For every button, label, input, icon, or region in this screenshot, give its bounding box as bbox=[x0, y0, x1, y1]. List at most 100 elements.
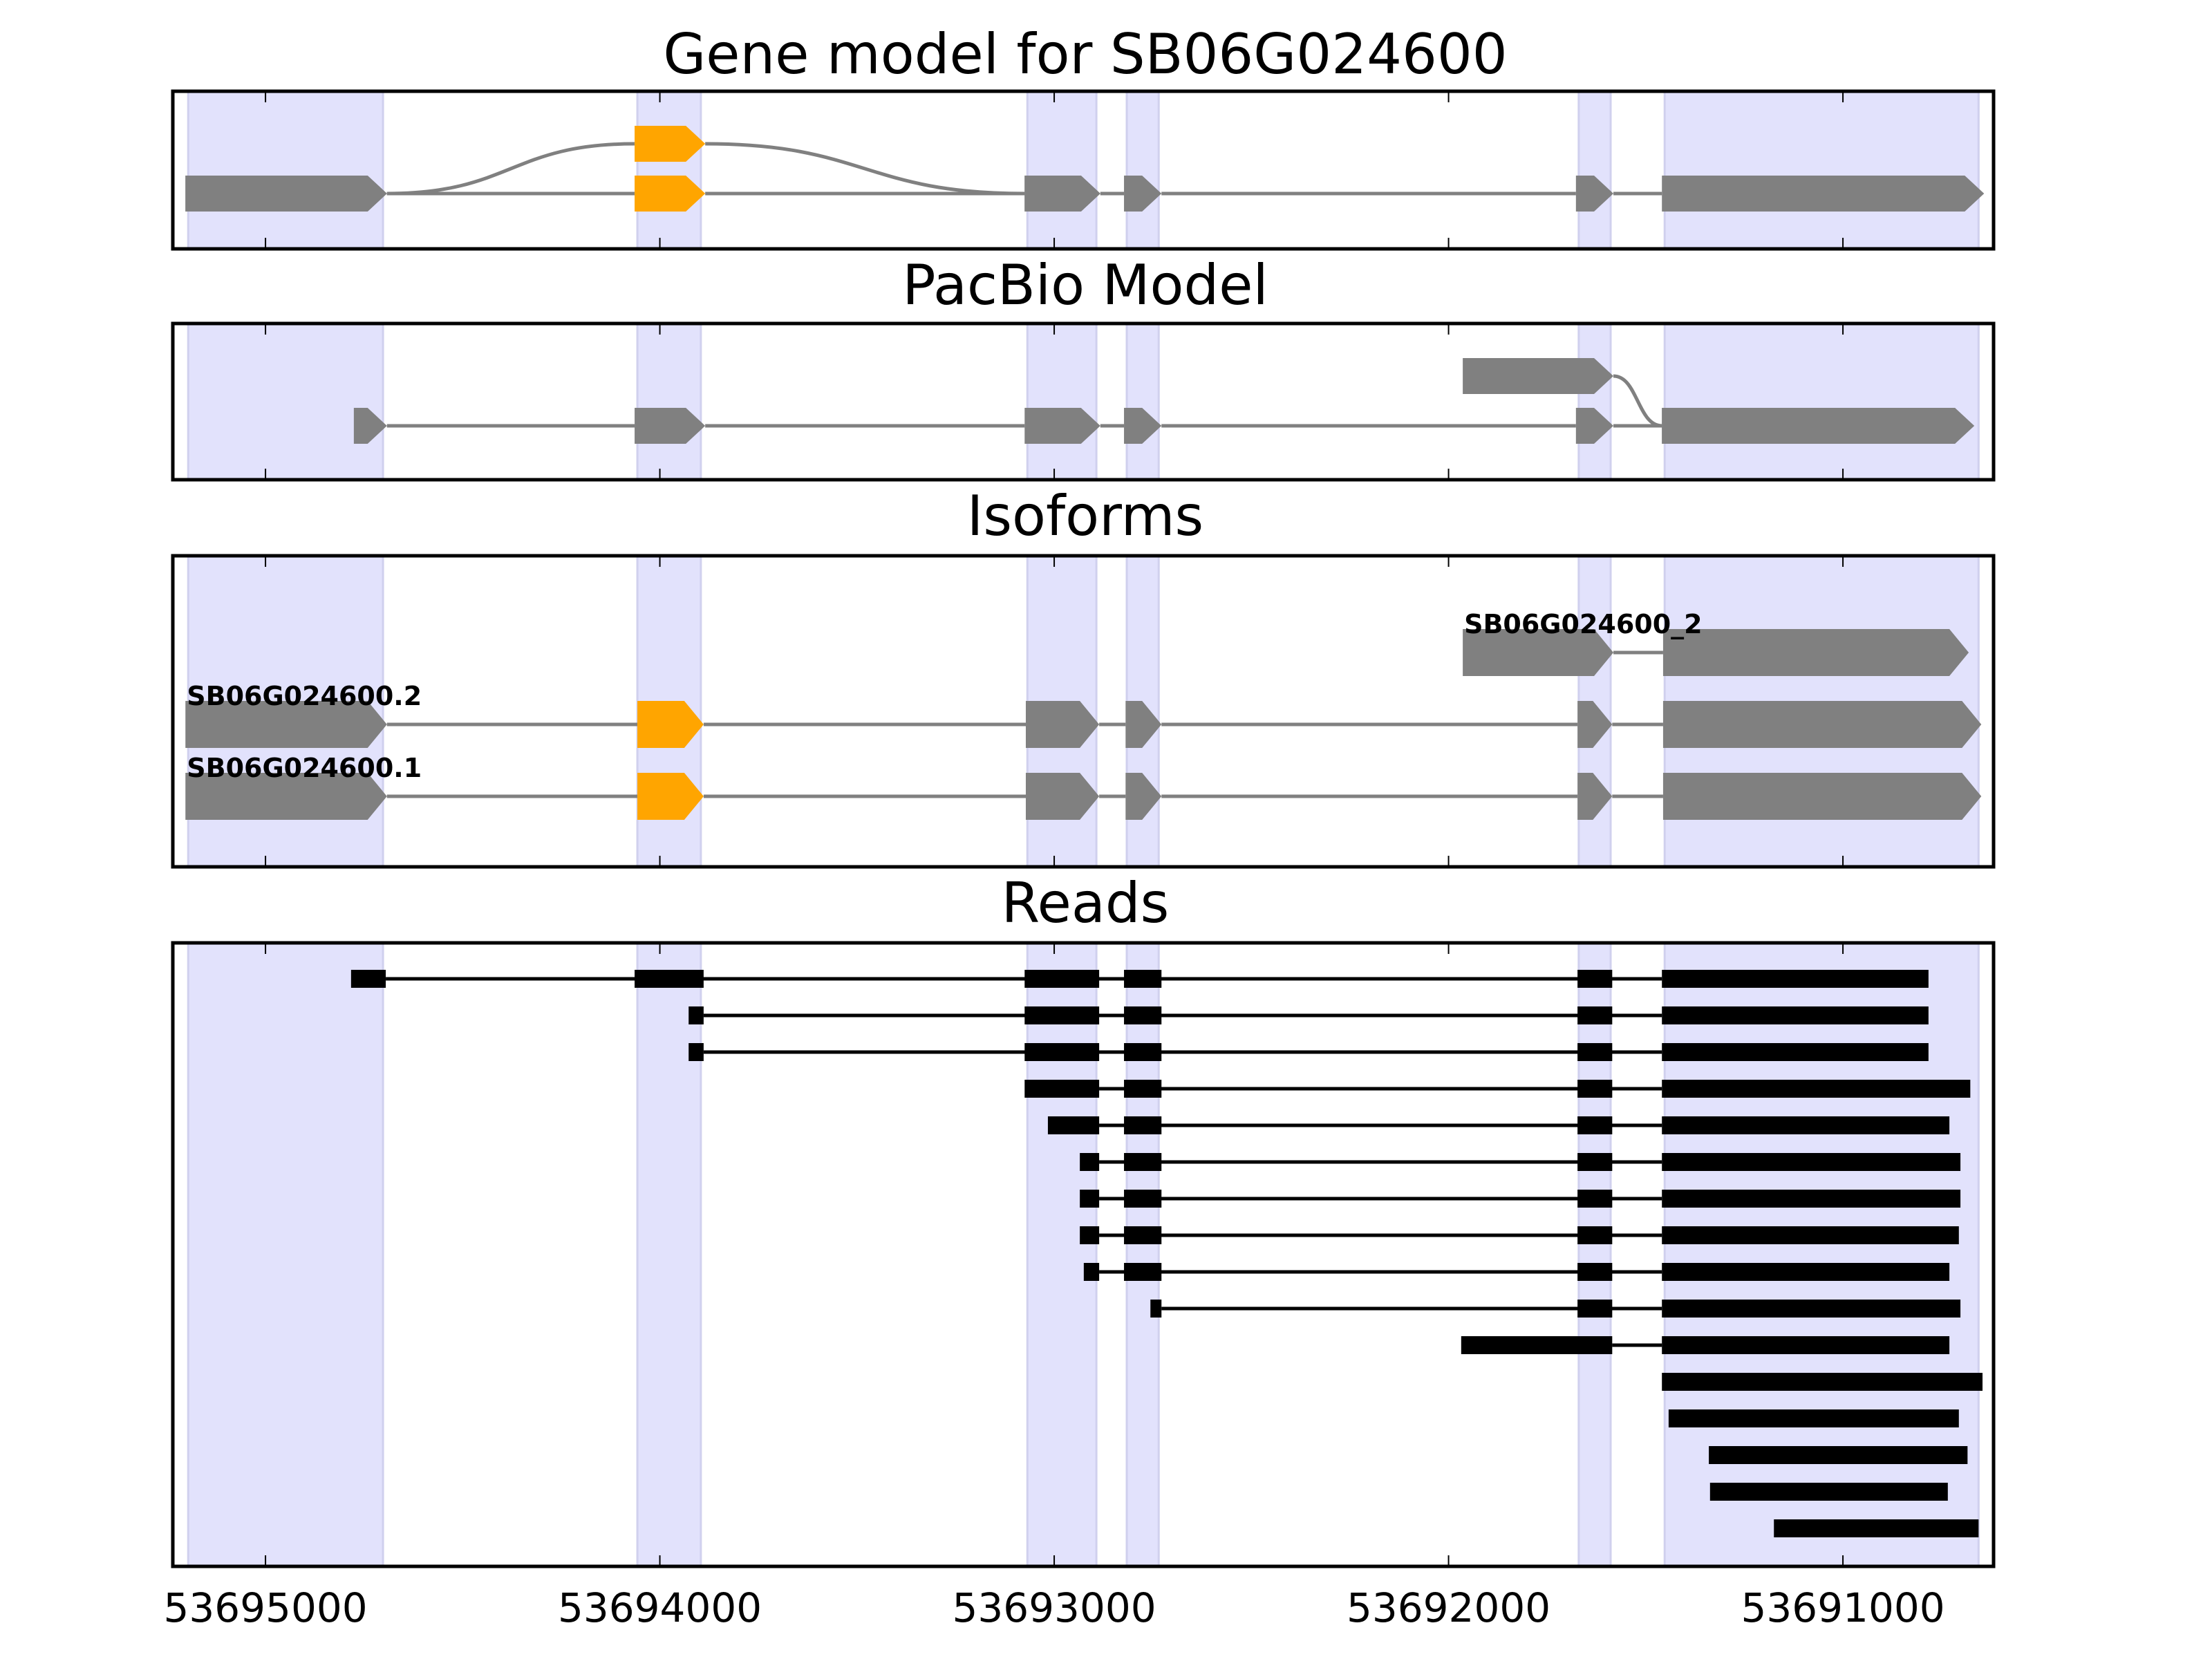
read-block bbox=[1577, 1043, 1613, 1061]
read-block bbox=[1024, 970, 1100, 988]
axes-frame bbox=[171, 554, 1996, 869]
read-block bbox=[1124, 1226, 1162, 1244]
panel-title-isoforms: Isoforms bbox=[967, 484, 1203, 548]
panel-title-reads: Reads bbox=[1002, 871, 1170, 935]
isoform-label: SB06G024600.2 bbox=[187, 681, 422, 711]
panel-0 bbox=[171, 89, 1996, 251]
read-block bbox=[1668, 1409, 1959, 1427]
read bbox=[1709, 1483, 1948, 1501]
read-block bbox=[1662, 1190, 1961, 1208]
read-block bbox=[1662, 1373, 1983, 1391]
axes-frame bbox=[171, 941, 1996, 1568]
read-block bbox=[1662, 1226, 1959, 1244]
read-block bbox=[1024, 1043, 1100, 1061]
exon-highlight-band bbox=[1663, 322, 1980, 481]
axes-frame bbox=[171, 89, 1996, 251]
exon-highlight-band bbox=[1125, 90, 1160, 250]
read-block bbox=[1083, 1263, 1100, 1281]
read-block bbox=[1662, 1043, 1929, 1061]
exon bbox=[185, 701, 387, 748]
intron-curve bbox=[386, 142, 635, 196]
exon bbox=[1463, 358, 1614, 394]
transcript bbox=[185, 126, 1100, 212]
exon bbox=[1463, 629, 1614, 676]
transcript bbox=[185, 773, 1982, 820]
read bbox=[1024, 1080, 1971, 1098]
exon bbox=[1575, 176, 1614, 212]
exon bbox=[1124, 408, 1162, 444]
read-block bbox=[1662, 1263, 1950, 1281]
read-block bbox=[1577, 1006, 1613, 1024]
read-block bbox=[688, 1006, 704, 1024]
exon-highlight-band bbox=[1026, 941, 1098, 1568]
x-tick-label: 53693000 bbox=[952, 1584, 1156, 1631]
panel-1 bbox=[171, 321, 1996, 482]
panel-3 bbox=[171, 941, 1996, 1568]
read-block bbox=[1124, 1263, 1162, 1281]
axes-frame bbox=[171, 321, 1996, 482]
exon bbox=[1125, 701, 1162, 748]
alt-exon bbox=[637, 701, 704, 748]
read-block bbox=[1047, 1116, 1100, 1134]
exon bbox=[185, 176, 387, 212]
read-block bbox=[1577, 1080, 1613, 1098]
read bbox=[1083, 1263, 1950, 1281]
exon bbox=[1125, 773, 1162, 820]
read-block bbox=[1709, 1483, 1948, 1501]
read bbox=[1080, 1153, 1961, 1171]
isoform-labels: SB06G024600_2 SB06G024600.2 SB06G024600.… bbox=[187, 609, 1702, 783]
read-block bbox=[1662, 1116, 1950, 1134]
read-block bbox=[1124, 1116, 1162, 1134]
exon-highlight-band bbox=[1577, 90, 1612, 250]
exon bbox=[1024, 408, 1100, 444]
read-block bbox=[1124, 1153, 1162, 1171]
read bbox=[1080, 1190, 1961, 1208]
read bbox=[1709, 1446, 1968, 1464]
read-block bbox=[1124, 1190, 1162, 1208]
read-block bbox=[1124, 970, 1162, 988]
exon bbox=[1025, 773, 1100, 820]
read-block bbox=[1577, 1190, 1613, 1208]
exon-highlight-band bbox=[187, 941, 384, 1568]
isoform-label: SB06G024600_2 bbox=[1464, 609, 1703, 639]
read-block bbox=[1124, 1080, 1162, 1098]
read-block bbox=[350, 970, 386, 988]
transcript bbox=[185, 701, 1982, 748]
exon-highlight-band bbox=[1125, 322, 1160, 481]
isoform-label: SB06G024600.1 bbox=[187, 753, 422, 783]
intron-curve bbox=[1613, 374, 1662, 428]
exon-highlight-band bbox=[187, 322, 384, 481]
exon bbox=[1662, 629, 1969, 676]
alt-exon bbox=[635, 126, 706, 162]
exon bbox=[1662, 408, 1975, 444]
read-block bbox=[1662, 970, 1929, 988]
read-block bbox=[1577, 1226, 1613, 1244]
panel-2 bbox=[171, 554, 1996, 869]
alt-exon bbox=[635, 176, 706, 212]
read-block bbox=[1662, 1080, 1971, 1098]
read bbox=[1668, 1409, 1959, 1427]
exon-highlight-band bbox=[1663, 941, 1980, 1568]
read-block bbox=[1124, 1006, 1162, 1024]
read-block bbox=[1577, 970, 1613, 988]
exon-highlight-band bbox=[1577, 941, 1612, 1568]
read bbox=[1662, 1373, 1983, 1391]
read-block bbox=[1662, 1300, 1961, 1318]
read-block bbox=[1577, 1116, 1613, 1134]
exon-highlight-band bbox=[636, 90, 702, 250]
exon-highlight-band bbox=[1663, 90, 1980, 250]
read bbox=[1047, 1116, 1950, 1134]
read-block bbox=[688, 1043, 704, 1061]
read-block bbox=[1080, 1153, 1100, 1171]
exon-highlight-band bbox=[636, 941, 702, 1568]
panel-title-pacbio: PacBio Model bbox=[902, 253, 1268, 317]
exon-highlight-band bbox=[187, 90, 384, 250]
exon bbox=[1024, 176, 1100, 212]
transcript bbox=[1463, 358, 1975, 444]
exon bbox=[1025, 701, 1100, 748]
exon-highlight-band bbox=[1026, 322, 1098, 481]
read-block bbox=[1080, 1190, 1100, 1208]
read bbox=[1150, 1300, 1961, 1318]
x-tick-label: 53695000 bbox=[163, 1584, 367, 1631]
